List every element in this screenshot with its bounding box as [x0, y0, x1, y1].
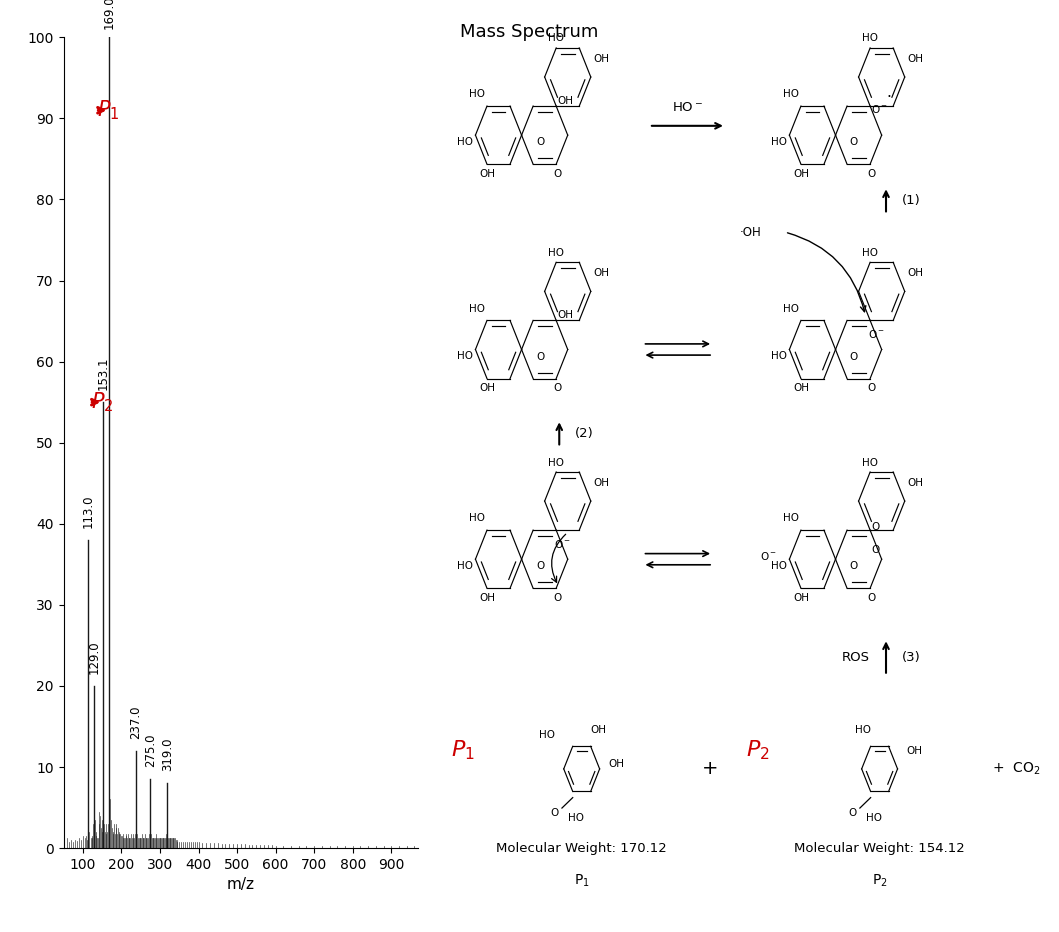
Text: HO: HO [855, 725, 870, 734]
Text: OH: OH [793, 593, 809, 603]
Text: HO: HO [469, 514, 485, 524]
Text: HO: HO [469, 89, 485, 100]
Text: O: O [551, 808, 559, 818]
Text: $\mathit{P_2}$: $\mathit{P_2}$ [746, 738, 770, 762]
Text: +: + [701, 760, 718, 778]
Text: HO$^-$: HO$^-$ [671, 101, 703, 114]
Text: HO: HO [549, 458, 564, 468]
Text: OH: OH [557, 310, 573, 321]
Text: HO: HO [549, 34, 564, 44]
Text: $\mathit{P_2}$: $\mathit{P_2}$ [91, 391, 113, 414]
Text: ROS: ROS [842, 651, 870, 664]
Text: HO: HO [457, 561, 473, 571]
Text: Mass Spectrum: Mass Spectrum [461, 23, 598, 41]
Text: HO: HO [549, 248, 564, 258]
Text: OH: OH [793, 383, 809, 393]
Text: HO: HO [866, 814, 882, 824]
Text: O: O [850, 137, 858, 147]
Text: HO: HO [783, 514, 798, 524]
Text: O: O [553, 169, 561, 179]
Text: OH: OH [907, 267, 923, 278]
Text: $\mathit{P_1}$: $\mathit{P_1}$ [97, 99, 120, 122]
Text: O: O [850, 351, 858, 362]
Text: O$^-$: O$^-$ [759, 550, 776, 562]
Text: HO: HO [457, 351, 473, 362]
Text: ·OH: ·OH [739, 226, 761, 239]
Text: 113.0: 113.0 [82, 494, 94, 528]
Text: OH: OH [479, 169, 495, 179]
Text: OH: OH [907, 53, 923, 63]
Text: OH: OH [907, 746, 922, 756]
Text: O: O [848, 808, 857, 818]
Text: HO: HO [862, 458, 878, 468]
Text: (3): (3) [902, 651, 920, 664]
Text: O: O [536, 351, 544, 362]
Text: OH: OH [593, 477, 609, 487]
Text: (2): (2) [575, 427, 594, 440]
Text: HO: HO [539, 730, 555, 740]
Text: 129.0: 129.0 [88, 640, 101, 674]
Text: 169.0: 169.0 [103, 0, 115, 29]
Text: O$^-$: O$^-$ [554, 538, 571, 550]
Text: (1): (1) [902, 194, 920, 207]
Text: Molecular Weight: 170.12: Molecular Weight: 170.12 [497, 842, 667, 855]
Text: HO: HO [771, 561, 787, 571]
Text: O: O [536, 137, 544, 147]
Text: HO: HO [862, 34, 878, 44]
Text: HO: HO [771, 351, 787, 362]
Text: Molecular Weight: 154.12: Molecular Weight: 154.12 [794, 842, 965, 855]
Text: OH: OH [907, 477, 923, 487]
Text: OH: OH [557, 96, 573, 106]
Text: O: O [553, 383, 561, 393]
Text: HO: HO [469, 304, 485, 314]
Text: HO: HO [783, 304, 798, 314]
Text: OH: OH [479, 593, 495, 603]
Text: HO: HO [569, 814, 585, 824]
Text: OH: OH [591, 725, 607, 734]
Text: O: O [867, 383, 876, 393]
Text: O: O [536, 561, 544, 571]
Text: OH: OH [593, 53, 609, 63]
Text: O: O [872, 545, 880, 555]
Text: OH: OH [609, 759, 625, 769]
Text: 319.0: 319.0 [161, 737, 174, 771]
Text: O: O [867, 593, 876, 603]
X-axis label: m/z: m/z [227, 877, 255, 893]
Text: O$^-$: O$^-$ [867, 328, 885, 340]
Text: HO: HO [457, 137, 473, 147]
Text: P$_2$: P$_2$ [872, 872, 887, 889]
Text: HO: HO [771, 137, 787, 147]
Text: +  CO$_2$: + CO$_2$ [991, 761, 1040, 777]
Text: OH: OH [793, 169, 809, 179]
Text: 237.0: 237.0 [129, 706, 142, 739]
Text: O: O [553, 593, 561, 603]
Text: HO: HO [862, 248, 878, 258]
Text: $\mathit{P_1}$: $\mathit{P_1}$ [451, 738, 475, 762]
Text: OH: OH [479, 383, 495, 393]
Text: O: O [872, 522, 880, 532]
Text: HO: HO [783, 89, 798, 100]
Text: OH: OH [593, 267, 609, 278]
Text: 153.1: 153.1 [96, 357, 110, 390]
Text: O: O [850, 561, 858, 571]
Text: .: . [886, 85, 891, 100]
Text: P$_1$: P$_1$ [574, 872, 590, 889]
Text: O: O [867, 169, 876, 179]
Text: O$^-$: O$^-$ [872, 103, 889, 116]
Text: 275.0: 275.0 [144, 733, 157, 767]
